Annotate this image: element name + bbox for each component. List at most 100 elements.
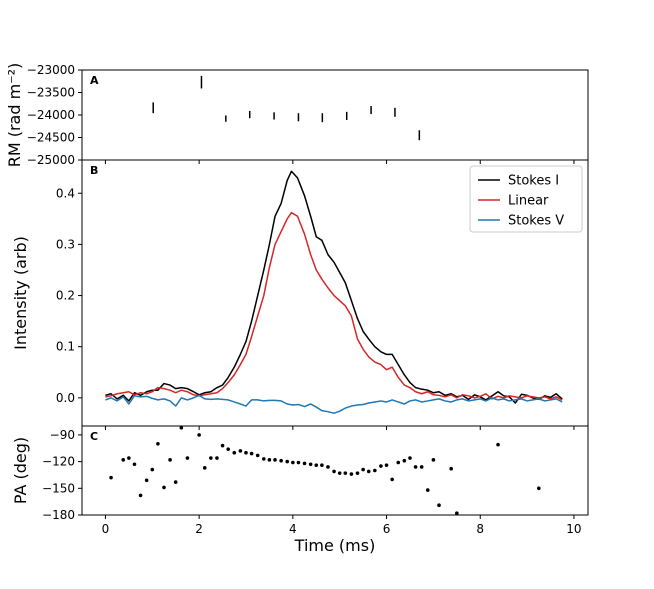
pa-point <box>320 463 324 467</box>
pa-point <box>449 466 453 471</box>
pa-point <box>332 469 336 474</box>
legend: Stokes I Linear Stokes V <box>469 165 583 233</box>
pa-point <box>291 460 295 465</box>
pa-points <box>109 426 541 515</box>
panel-a-ytick-label: −24000 <box>27 108 75 122</box>
pa-point <box>373 468 377 473</box>
panel-a-letter: A <box>90 74 99 87</box>
pa-point <box>179 426 184 430</box>
panel-a-ytick-label: −24500 <box>27 131 75 145</box>
legend-entry: Stokes I <box>508 174 559 189</box>
pa-point <box>302 461 307 466</box>
pa-point <box>261 457 266 461</box>
pa-point <box>425 488 430 492</box>
panel-c-letter: C <box>90 430 98 443</box>
x-tick-label: 4 <box>289 522 297 536</box>
panel-c-ytick-label: −90 <box>50 428 75 442</box>
pa-point <box>537 486 541 491</box>
pa-point <box>314 463 319 467</box>
legend-box <box>469 165 583 233</box>
pa-point <box>109 475 113 480</box>
panel-c-ytick-label: −150 <box>42 481 75 495</box>
pa-point <box>384 463 389 467</box>
series-line-stokes-v <box>105 394 563 414</box>
pa-point <box>419 465 424 469</box>
panel-b-ytick-label: 0.1 <box>56 340 75 354</box>
x-tick-label: 0 <box>102 522 110 536</box>
pa-point <box>408 456 412 460</box>
panel-a-ytick-label: −23000 <box>27 63 75 77</box>
series-line-linear <box>105 211 563 401</box>
pa-point <box>285 459 290 464</box>
pa-point <box>308 462 313 467</box>
pa-point <box>296 460 301 465</box>
panel-c-ytick-label: −180 <box>42 508 75 522</box>
intensity-lines <box>105 170 563 414</box>
panel-c-ytick-label: −120 <box>42 455 75 469</box>
pa-point <box>437 503 441 508</box>
pa-point <box>121 458 126 462</box>
pa-point <box>150 467 155 472</box>
pa-point <box>366 469 371 474</box>
pa-point <box>337 471 342 475</box>
pa-point <box>379 464 383 468</box>
panel-b-letter: B <box>90 164 98 177</box>
pa-point <box>279 458 283 463</box>
legend-entry: Linear <box>508 194 549 209</box>
pa-point <box>361 467 365 472</box>
pa-point <box>455 511 459 515</box>
pa-point <box>162 485 166 490</box>
pa-point <box>255 453 260 458</box>
x-axis-title: Time (ms) <box>294 536 376 555</box>
pa-point <box>215 456 219 460</box>
panel-c-ylabel: PA (deg) <box>11 437 30 504</box>
panel-c-frame <box>81 425 589 516</box>
pa-point <box>431 458 436 462</box>
pa-point <box>127 456 131 460</box>
pa-point <box>202 466 207 470</box>
pa-point <box>485 426 487 427</box>
pa-point <box>132 462 137 467</box>
panel-b-ytick-label: 0.4 <box>56 186 75 200</box>
pa-point <box>156 442 160 446</box>
pa-point <box>349 472 354 476</box>
panel-b-ytick-label: 0.3 <box>56 237 75 251</box>
pa-point <box>244 450 248 455</box>
panel-b-ylabel: Intensity (arb) <box>11 236 30 350</box>
panel-frames <box>81 69 589 516</box>
pa-point <box>390 477 394 482</box>
pa-point <box>273 458 277 462</box>
pa-point <box>396 460 401 465</box>
legend-entry: Stokes V <box>508 214 564 229</box>
pa-point <box>355 471 360 475</box>
panel-b-ytick-label: 0.2 <box>56 289 75 303</box>
pa-point <box>402 458 407 463</box>
pa-point <box>226 447 230 451</box>
pa-point <box>144 478 149 483</box>
pa-point <box>173 480 178 484</box>
pa-point <box>249 451 254 456</box>
pa-point <box>138 493 143 498</box>
pa-point <box>168 458 172 462</box>
x-tick-label: 2 <box>195 522 203 536</box>
x-tick-label: 10 <box>566 522 581 536</box>
pa-point <box>197 433 201 437</box>
panel-a-ytick-label: −23500 <box>27 86 75 100</box>
pa-point <box>267 458 272 462</box>
panel-b-ytick-label: 0.0 <box>56 391 75 405</box>
pa-point <box>232 450 237 455</box>
pa-point <box>343 471 348 475</box>
pa-point <box>209 456 213 460</box>
x-tick-label: 8 <box>476 522 484 536</box>
pa-point <box>238 449 243 453</box>
pa-point <box>185 456 190 460</box>
pa-point <box>220 443 225 448</box>
panel-a-ylabel: RM (rad m⁻²) <box>5 63 24 168</box>
pa-point <box>326 465 330 469</box>
data-marks <box>105 75 563 515</box>
series-line-stokes-i <box>105 170 563 404</box>
pa-point <box>413 465 418 469</box>
axes-and-labels: −23000 −23500 −24000 −24500 −25000 0.0 0.1 0.2 0… <box>5 63 582 555</box>
